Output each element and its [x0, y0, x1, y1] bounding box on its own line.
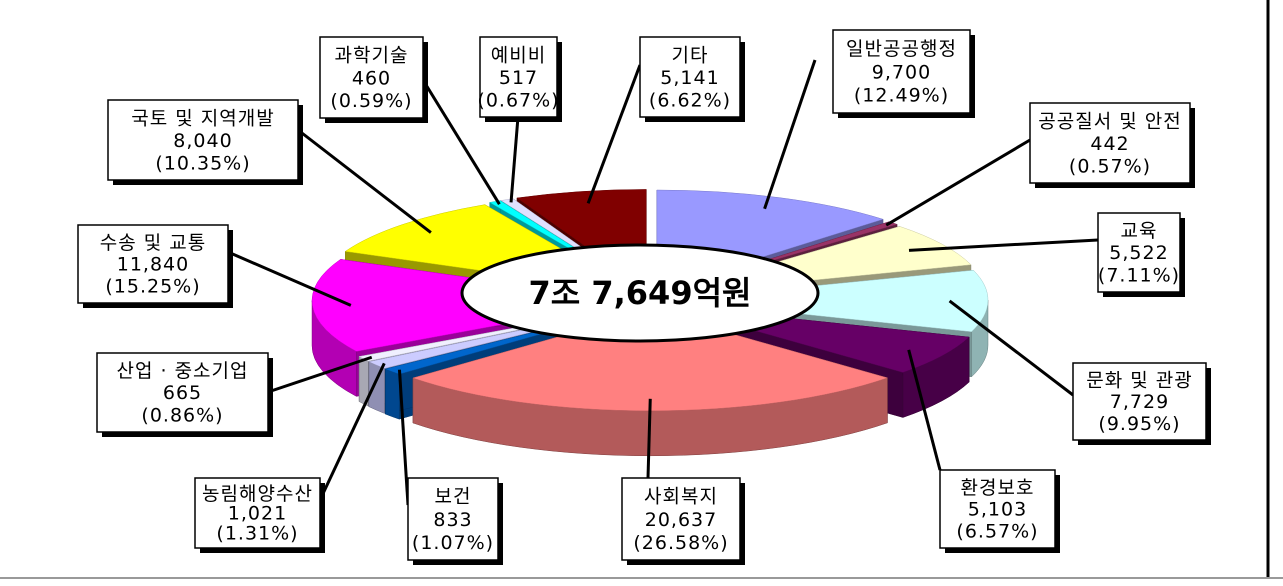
percent-label: (1.07%) [412, 532, 494, 554]
leader-line [318, 362, 386, 501]
value-label: 460 [352, 67, 391, 89]
category-label: 수송 및 교통 [100, 232, 206, 254]
label-box [107, 99, 299, 181]
percent-label: (0.59%) [330, 90, 412, 112]
label-box [621, 477, 741, 561]
leader-line [908, 238, 1099, 252]
leader-line [421, 79, 501, 205]
label-box [319, 36, 424, 119]
label-box [407, 477, 499, 561]
percent-label: (26.58%) [633, 532, 728, 554]
category-label: 국토 및 지역개발 [131, 107, 274, 129]
leader-line [763, 59, 817, 210]
leader-line [297, 128, 432, 234]
category-label: 예비비 [491, 44, 546, 66]
category-label: 공공질서 및 안전 [1038, 110, 1181, 132]
value-label: 5,141 [660, 67, 719, 89]
value-label: 5,522 [1109, 242, 1168, 264]
pie: 7조 7,649억원 [311, 189, 989, 457]
center-label: 7조 7,649억원 [529, 274, 752, 312]
label-box [1072, 362, 1207, 441]
category-label: 산업 · 중소기업 [117, 360, 249, 382]
percent-label: (10.35%) [155, 152, 250, 174]
leader-line [509, 116, 520, 203]
value-label: 20,637 [645, 509, 717, 531]
value-label: 5,103 [968, 499, 1027, 521]
category-label: 기타 [672, 44, 709, 66]
leader-line [227, 250, 352, 307]
value-label: 665 [163, 382, 202, 404]
category-label: 일반공공행정 [846, 38, 957, 60]
percent-label: (7.11%) [1098, 264, 1180, 286]
percent-label: (0.57%) [1069, 155, 1151, 177]
value-label: 11,840 [117, 254, 189, 276]
leader-line [586, 64, 642, 204]
leader-line [885, 138, 1031, 227]
value-label: 7,729 [1110, 391, 1169, 413]
value-label: 8,040 [173, 130, 232, 152]
leader-line [646, 398, 652, 479]
label-box [1097, 212, 1181, 293]
category-label: 문화 및 관광 [1086, 370, 1192, 392]
percent-label: (1.31%) [216, 522, 298, 544]
percent-label: (12.49%) [854, 85, 949, 107]
percent-label: (6.57%) [956, 521, 1038, 543]
leader-line [267, 355, 373, 394]
leader-line [907, 349, 942, 471]
value-label: 833 [433, 509, 472, 531]
label-box [96, 352, 269, 433]
category-label: 보건 [435, 486, 472, 508]
percent-label: (9.95%) [1098, 413, 1180, 435]
category-label: 과학기술 [335, 44, 409, 66]
category-label: 환경보호 [961, 477, 1035, 499]
percent-label: (6.62%) [649, 89, 731, 111]
category-label: 교육 [1121, 220, 1158, 242]
leader-line [948, 299, 1074, 397]
category-label: 농림해양수산 [202, 483, 313, 505]
value-label: 517 [499, 67, 538, 89]
slice [667, 269, 989, 333]
label-box [939, 469, 1056, 549]
label-box [1029, 102, 1191, 184]
percent-label: (0.86%) [141, 404, 223, 426]
leader-line [397, 369, 410, 506]
slice-side [385, 368, 400, 420]
label-box [479, 36, 558, 118]
value-label: 442 [1090, 133, 1129, 155]
percent-label: (15.25%) [105, 276, 200, 298]
label-box [639, 36, 741, 118]
label-box [77, 224, 229, 304]
center-ellipse [460, 243, 820, 343]
label-box [832, 29, 971, 114]
value-label: 1,021 [228, 503, 287, 525]
value-label: 9,700 [872, 61, 931, 83]
category-label: 사회복지 [644, 486, 718, 508]
percent-label: (0.67%) [477, 89, 559, 111]
label-box [194, 477, 321, 549]
